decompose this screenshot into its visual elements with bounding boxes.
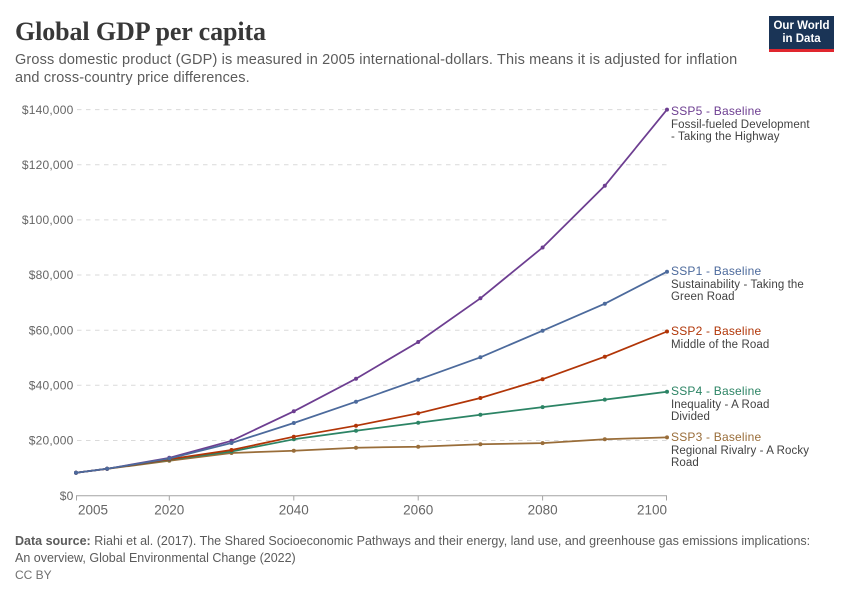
svg-text:$100,000: $100,000 — [22, 213, 74, 227]
svg-text:2020: 2020 — [154, 503, 184, 518]
svg-text:2005: 2005 — [78, 503, 108, 518]
svg-text:$60,000: $60,000 — [29, 323, 74, 337]
svg-text:2080: 2080 — [528, 503, 558, 518]
svg-text:2060: 2060 — [403, 503, 433, 518]
svg-text:$140,000: $140,000 — [22, 103, 74, 117]
svg-text:$20,000: $20,000 — [29, 434, 74, 448]
svg-text:$40,000: $40,000 — [29, 379, 74, 393]
svg-text:2100: 2100 — [637, 503, 667, 518]
svg-text:$120,000: $120,000 — [22, 158, 74, 172]
svg-text:$80,000: $80,000 — [29, 268, 74, 282]
svg-text:2040: 2040 — [279, 503, 309, 518]
svg-text:$0: $0 — [60, 489, 74, 503]
